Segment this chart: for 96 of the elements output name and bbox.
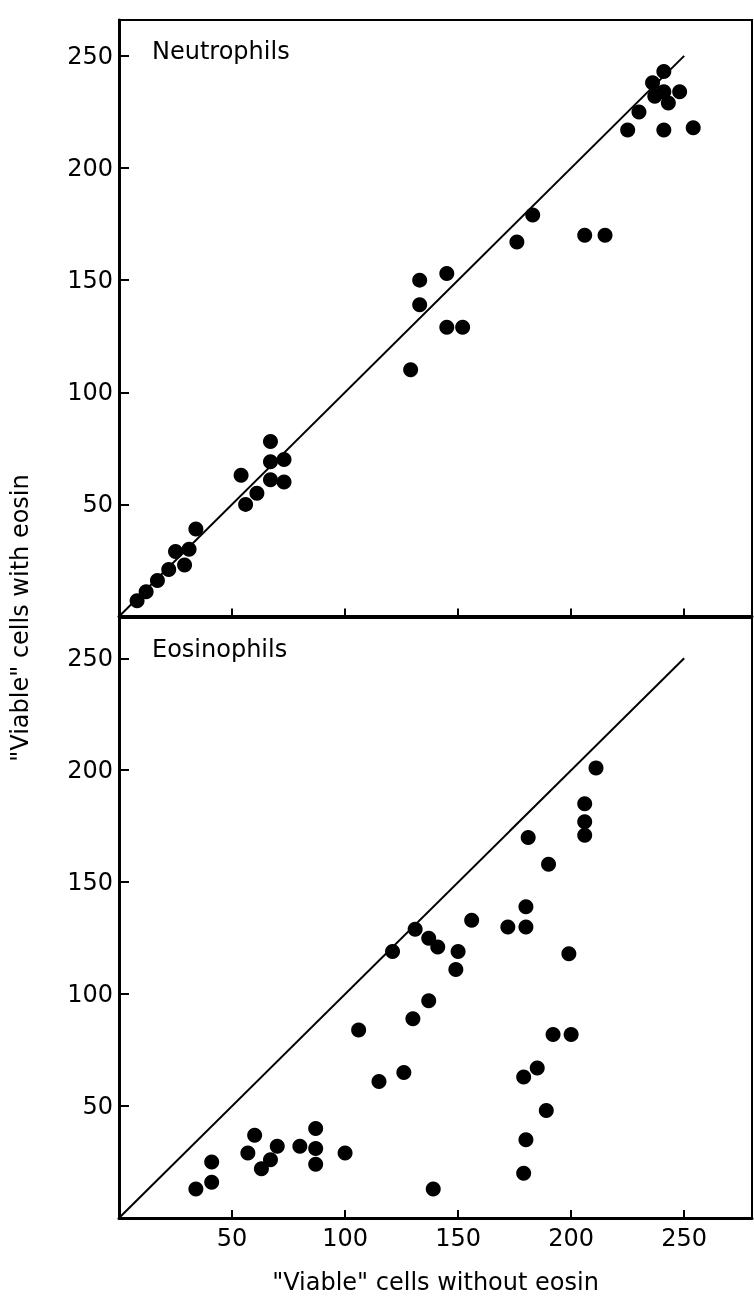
point (262, 454, 278, 470)
point (161, 561, 177, 577)
point (656, 84, 672, 100)
point (421, 930, 437, 946)
point (577, 227, 593, 243)
y-tick-label: 250 (67, 41, 113, 70)
x-tick-label: 100 (322, 1224, 368, 1252)
point (249, 485, 265, 501)
point (631, 104, 647, 120)
point (204, 1174, 220, 1190)
point (439, 319, 455, 335)
point (188, 521, 204, 537)
y-tick-label: 200 (67, 756, 113, 785)
point (240, 1145, 256, 1161)
point (577, 827, 593, 843)
point (516, 1165, 532, 1181)
point (269, 1138, 285, 1154)
y-tick-label: 200 (67, 154, 113, 182)
point (188, 1181, 204, 1197)
point (545, 1026, 561, 1042)
point (276, 452, 292, 468)
point (563, 1026, 579, 1042)
point (561, 946, 577, 962)
point (276, 474, 292, 490)
point (430, 939, 446, 955)
point (672, 84, 688, 100)
point (516, 1069, 532, 1085)
point (262, 472, 278, 488)
point (439, 265, 455, 281)
point (177, 557, 193, 573)
point (403, 362, 419, 378)
point (425, 1181, 441, 1197)
x-tick-label: 50 (216, 1224, 248, 1252)
point (385, 944, 401, 960)
point (351, 1022, 367, 1038)
y-tick-label: 100 (67, 980, 113, 1009)
point (253, 1161, 269, 1177)
point (656, 122, 672, 138)
text: Neutrophils (152, 37, 290, 65)
point (181, 541, 197, 557)
point (500, 919, 516, 935)
point (138, 584, 154, 600)
y-tick-label: 150 (67, 868, 113, 897)
point (308, 1120, 324, 1136)
point (597, 227, 613, 243)
point (412, 297, 428, 313)
point (247, 1127, 263, 1143)
point (238, 496, 254, 512)
point (538, 1103, 554, 1119)
point (464, 912, 480, 928)
point (371, 1073, 387, 1089)
point (620, 122, 636, 138)
point (412, 272, 428, 288)
point (204, 1154, 220, 1170)
point (529, 1060, 545, 1076)
point (421, 993, 437, 1009)
y-tick-label: 50 (82, 1092, 113, 1121)
x-tick-label: 150 (435, 1224, 482, 1252)
point (450, 944, 466, 960)
x-tick-label: 200 (548, 1224, 595, 1252)
point (233, 467, 249, 483)
point (168, 543, 184, 559)
y-tick-label: 250 (67, 644, 113, 673)
point (541, 856, 557, 872)
point (262, 434, 278, 450)
point (588, 760, 604, 776)
y-axis-title: "Viable" cells with eosin (6, 474, 34, 762)
y-tick-label: 150 (67, 266, 113, 295)
point (337, 1145, 353, 1161)
point (520, 829, 536, 845)
point (518, 899, 534, 915)
point (577, 814, 593, 830)
point (308, 1141, 324, 1157)
point (448, 962, 464, 977)
point (525, 207, 541, 223)
point (262, 1152, 278, 1168)
point (656, 64, 672, 80)
point (292, 1138, 308, 1154)
y-tick-label: 50 (82, 490, 113, 519)
point (685, 120, 701, 136)
point (577, 796, 593, 812)
x-tick-label: 250 (661, 1224, 708, 1252)
point (129, 593, 145, 609)
point (518, 1132, 534, 1148)
point (149, 573, 165, 589)
point (455, 319, 471, 335)
point (645, 75, 661, 91)
x-axis-title: "Viable" cells without eosin (272, 1268, 599, 1296)
text: Eosinophils (152, 635, 288, 663)
point (396, 1064, 412, 1080)
point (518, 919, 534, 935)
y-tick-label: 100 (67, 378, 113, 407)
point (509, 234, 525, 250)
point (407, 921, 423, 937)
point (308, 1156, 324, 1172)
point (405, 1011, 421, 1027)
